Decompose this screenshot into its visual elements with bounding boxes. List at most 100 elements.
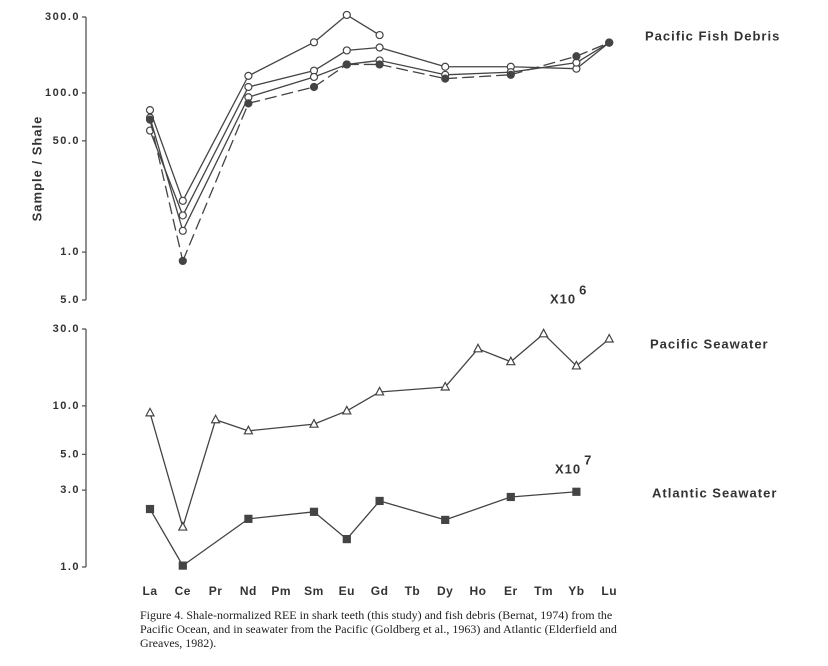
line-segment: [379, 386, 446, 393]
marker: [505, 355, 516, 366]
marker: [309, 38, 319, 47]
marker: [375, 30, 384, 40]
line-segment: [510, 333, 545, 363]
annotation-exponent: 6: [579, 282, 587, 297]
line-segment: [477, 348, 512, 363]
x-tick-label: Nd: [240, 584, 257, 598]
marker: [309, 72, 319, 82]
marker: [375, 43, 384, 52]
line-segment: [313, 14, 348, 43]
line-segment: [313, 410, 348, 425]
line-segment: [182, 419, 217, 528]
series-label: Atlantic Seawater: [652, 485, 777, 500]
marker: [145, 115, 155, 124]
marker: [145, 504, 155, 514]
y-tick-label: 5.0: [60, 448, 80, 460]
marker: [178, 226, 187, 235]
marker: [341, 405, 352, 415]
line-segment: [575, 338, 610, 367]
line-segment: [248, 76, 315, 98]
line-segment: [313, 63, 348, 78]
marker: [506, 492, 515, 502]
marker: [342, 10, 351, 20]
line-segment: [510, 55, 577, 76]
line-segment: [543, 333, 577, 367]
line-segment: [576, 42, 610, 57]
y-tick-label: 10.0: [53, 400, 80, 412]
marker: [441, 515, 450, 525]
line-segment: [182, 518, 249, 567]
marker: [244, 71, 253, 80]
marker: [506, 70, 515, 79]
marker: [178, 196, 187, 205]
marker: [309, 418, 319, 428]
x-tick-label: Ce: [175, 584, 191, 598]
y-tick-label: 50.0: [53, 135, 80, 147]
marker: [309, 82, 319, 92]
x-tick-label: Lu: [601, 584, 617, 598]
marker: [342, 46, 351, 55]
marker: [605, 38, 614, 47]
line-segment: [379, 46, 446, 68]
line-segment: [444, 496, 512, 521]
marker: [342, 534, 351, 544]
line-segment: [149, 117, 184, 232]
x-tick-label: Dy: [437, 584, 453, 598]
marker: [244, 514, 253, 523]
marker: [375, 496, 384, 506]
line-segment: [346, 14, 380, 36]
x-tick-label: Yb: [568, 584, 584, 598]
marker: [145, 407, 155, 417]
line-segment: [248, 511, 315, 520]
marker: [571, 360, 582, 370]
x-tick-label: Tm: [534, 584, 553, 598]
line-segment: [379, 500, 446, 521]
marker: [177, 521, 188, 531]
annotation: X10: [555, 461, 581, 476]
x-tick-label: Gd: [371, 584, 389, 598]
line-segment: [182, 86, 249, 216]
x-tick-label: Eu: [339, 584, 355, 598]
line-segment: [248, 70, 315, 88]
annotation: Pacific Fish Debris: [645, 28, 780, 43]
line-segment: [149, 412, 184, 528]
line-segment: [248, 86, 315, 104]
line-segment: [248, 41, 315, 77]
line-segment: [346, 391, 380, 412]
marker: [441, 62, 450, 71]
y-tick-label: 300.0: [45, 11, 80, 23]
y-tick-label: 5.0: [60, 294, 80, 306]
line-segment: [313, 511, 348, 540]
series-label: Pacific Seawater: [650, 336, 769, 351]
marker: [441, 74, 450, 83]
marker: [572, 487, 581, 496]
marker: [572, 52, 581, 61]
line-segment: [215, 419, 249, 432]
marker: [210, 413, 221, 424]
marker: [473, 343, 483, 353]
line-segment: [313, 49, 348, 72]
caption-line: Figure 4. Shale-normalized REE in shark …: [140, 608, 612, 622]
line-segment: [149, 508, 184, 566]
marker: [309, 507, 319, 516]
line-segment: [444, 348, 479, 388]
line-segment: [313, 63, 348, 88]
marker: [178, 561, 187, 570]
marker: [244, 99, 253, 108]
marker: [538, 328, 549, 338]
marker: [342, 60, 351, 69]
annotation: X10: [550, 291, 576, 306]
x-tick-label: Ho: [470, 584, 487, 598]
y-tick-label: 1.0: [60, 561, 80, 573]
line-segment: [149, 119, 184, 262]
line-segment: [379, 59, 446, 76]
line-segment: [182, 103, 250, 262]
marker: [244, 82, 253, 92]
marker: [145, 106, 155, 115]
x-tick-label: La: [142, 584, 157, 598]
line-segment: [182, 96, 249, 232]
line-segment: [346, 59, 380, 66]
marker: [178, 211, 187, 220]
y-tick-label: 30.0: [53, 323, 80, 335]
